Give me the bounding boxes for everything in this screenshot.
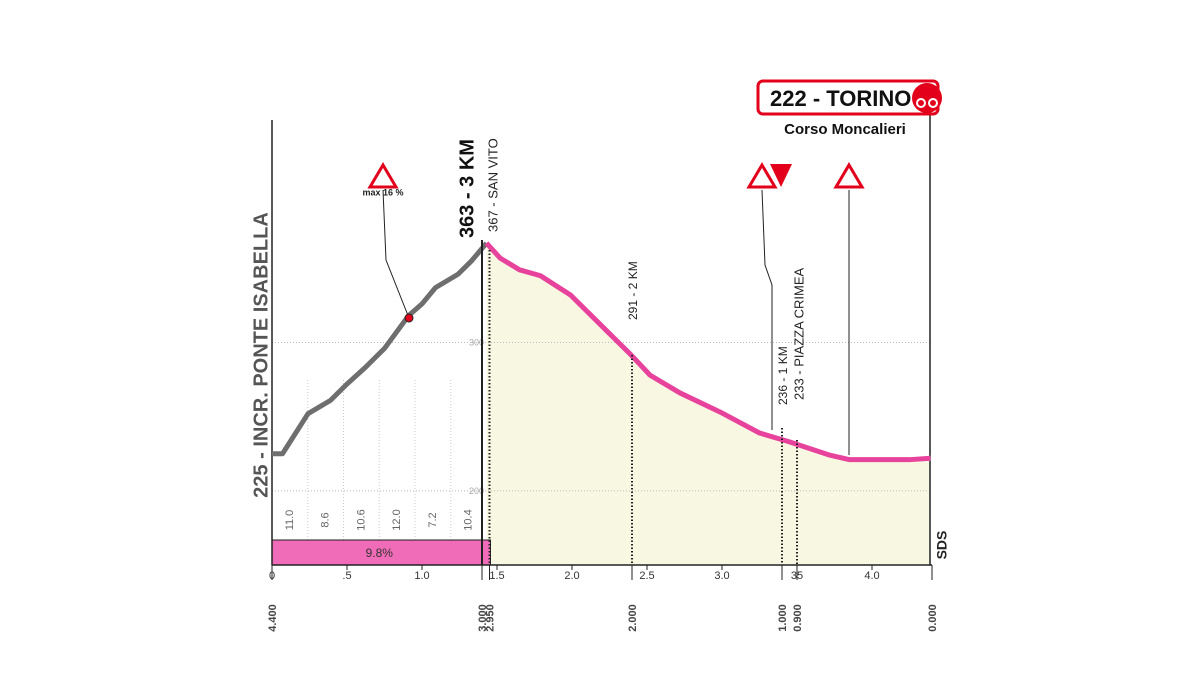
distance-to-go-label: 3.000 (477, 604, 489, 632)
average-label: 9.8% (366, 546, 394, 560)
warning-icon (746, 162, 778, 189)
distance-to-go-label: 2.000 (627, 604, 639, 632)
icon-part (916, 98, 926, 108)
annotation: SDS (934, 531, 950, 560)
gradient-label: 12.0 (391, 509, 403, 530)
x-tick-label: 2.0 (564, 570, 579, 582)
annotation: 363 - 3 KM (456, 139, 478, 238)
y-tick-label: 200 (469, 486, 484, 496)
finish-title: 222 - TORINO (770, 86, 911, 111)
annotation: 233 - PIAZZA CRIMEA (791, 267, 806, 400)
distance-to-go-label: 4.400 (267, 604, 279, 632)
x-tick-label: 2.5 (639, 570, 654, 582)
flamme-rouge (770, 164, 792, 187)
distance-to-go-label: 0.000 (927, 604, 939, 632)
x-tick-label: 1.0 (414, 570, 429, 582)
finish-subtitle: Corso Moncalieri (784, 121, 906, 138)
x-tick-label: 1.5 (489, 570, 504, 582)
icon-part (928, 98, 938, 108)
distance-to-go-label: 1.000 (777, 604, 789, 632)
x-tick-label: .5 (342, 570, 351, 582)
distance-to-go-label: 2.950 (485, 604, 497, 632)
gradient-label: 8.6 (320, 512, 332, 527)
x-tick-label: 4.0 (864, 570, 879, 582)
plot: 30020011.08.610.612.07.210.49.8%0.51.01.… (250, 115, 950, 632)
gradient-label: 10.4 (463, 509, 475, 530)
gradient-label: 11.0 (284, 510, 296, 531)
x-tick-label: 3.0 (714, 570, 729, 582)
annotation: 291 - 2 KM (626, 261, 640, 320)
annotation: 367 - SAN VITO (485, 138, 500, 232)
warning-icon (367, 162, 399, 189)
finish-icon (912, 83, 942, 113)
pointer (761, 189, 773, 430)
warning-icon (833, 162, 865, 189)
distance-to-go-label: 0.900 (792, 604, 804, 632)
gradient-label: 10.6 (355, 509, 367, 530)
profile-line (272, 241, 489, 457)
gradient-label: 7.2 (427, 512, 439, 527)
profile-line (484, 241, 931, 463)
max-point (404, 313, 414, 323)
pointer (382, 189, 410, 319)
annotation: 236 - 1 KM (776, 346, 790, 405)
y-tick-label: 300 (469, 338, 484, 348)
annotation: 225 - INCR. PONTE ISABELLA (250, 212, 272, 498)
warning-icons (367, 162, 865, 455)
